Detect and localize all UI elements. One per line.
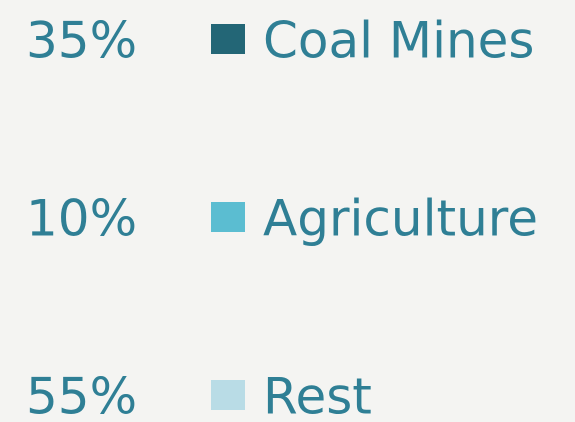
percent: 35% bbox=[26, 12, 137, 70]
swatch bbox=[211, 202, 245, 232]
percent: 55% bbox=[26, 368, 137, 422]
swatch bbox=[211, 24, 245, 54]
label: Agriculture bbox=[263, 190, 538, 248]
label: Rest bbox=[263, 368, 372, 422]
swatch bbox=[211, 380, 245, 410]
percent: 10% bbox=[26, 190, 137, 248]
label: Coal Mines bbox=[263, 12, 534, 70]
